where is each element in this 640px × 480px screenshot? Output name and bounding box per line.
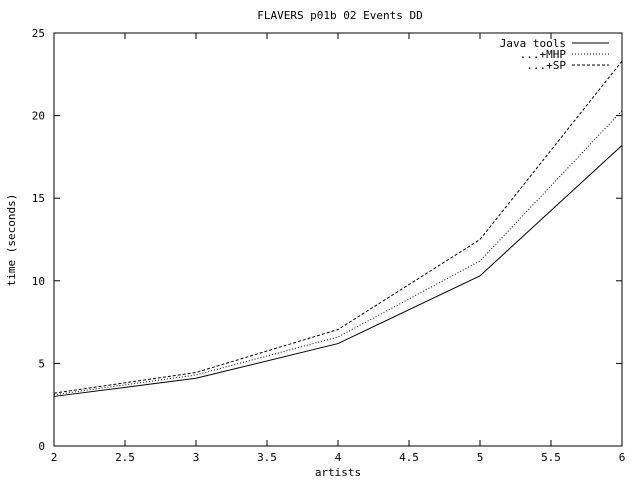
x-tick-label: 2.5 bbox=[115, 451, 135, 464]
y-tick-label: 25 bbox=[32, 27, 45, 40]
series-line-2 bbox=[53, 110, 623, 396]
y-tick-label: 5 bbox=[38, 357, 45, 370]
x-tick-label: 3.5 bbox=[257, 451, 277, 464]
legend-label: ...+MHP bbox=[520, 48, 567, 61]
x-tick-label: 4 bbox=[335, 451, 342, 464]
x-axis-label: artists bbox=[315, 466, 361, 479]
series-line-1 bbox=[53, 144, 623, 397]
legend: Java tools...+MHP...+SP bbox=[500, 37, 609, 72]
x-tick-label: 5 bbox=[477, 451, 484, 464]
x-tick-label: 2 bbox=[51, 451, 58, 464]
x-tick-label: 4.5 bbox=[399, 451, 419, 464]
data-series bbox=[53, 60, 623, 397]
y-tick-label: 0 bbox=[38, 440, 45, 453]
y-axis-label: time (seconds) bbox=[5, 194, 18, 287]
legend-label: ...+SP bbox=[526, 59, 566, 72]
y-tick-label: 15 bbox=[32, 192, 45, 205]
plot-frame bbox=[53, 32, 623, 447]
x-tick-label: 3 bbox=[193, 451, 200, 464]
axis-ticks: 2 2.5 3 3.5 4 4.5 5 5.5 6 0 5 10 15 20 25 bbox=[32, 27, 626, 464]
x-tick-label: 5.5 bbox=[541, 451, 561, 464]
series-line-3 bbox=[53, 60, 623, 394]
y-tick-label: 20 bbox=[32, 110, 45, 123]
x-tick-label: 6 bbox=[619, 451, 626, 464]
y-tick-label: 10 bbox=[32, 275, 45, 288]
legend-label: Java tools bbox=[500, 37, 566, 50]
chart-title: FLAVERS p01b 02 Events DD bbox=[257, 9, 423, 22]
